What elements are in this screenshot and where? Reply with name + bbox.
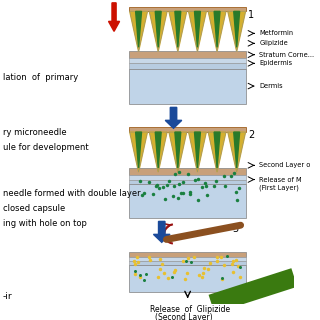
Bar [129,7,246,12]
Polygon shape [130,132,148,172]
Text: Glipizide: Glipizide [260,40,288,46]
Bar [129,168,246,175]
Bar [129,51,246,58]
Text: Stratum Corne...: Stratum Corne... [260,52,315,58]
Text: 3: 3 [232,224,238,234]
Polygon shape [136,12,141,47]
Text: Dermis: Dermis [260,83,283,89]
Bar [129,175,246,180]
Polygon shape [149,132,167,172]
Text: -ir: -ir [3,292,12,301]
Polygon shape [175,132,181,168]
Bar [129,180,246,185]
Text: Release  of  Glipizide: Release of Glipizide [150,305,230,314]
Text: Metformin: Metformin [260,30,293,36]
Bar [129,265,246,292]
Polygon shape [195,12,200,47]
Polygon shape [208,12,226,51]
Text: 2: 2 [248,130,255,140]
Polygon shape [169,132,187,172]
FancyArrow shape [154,221,170,242]
Text: ing with hole on top: ing with hole on top [3,219,87,228]
FancyArrow shape [108,3,120,31]
Polygon shape [214,12,220,47]
Polygon shape [234,132,240,168]
Text: lation  of  primary: lation of primary [3,73,78,82]
Text: Second Layer o: Second Layer o [260,162,311,168]
Text: closed capsule: closed capsule [3,204,65,213]
Polygon shape [188,12,206,51]
Text: ule for development: ule for development [3,143,89,152]
Bar [129,127,246,132]
Bar [129,252,246,257]
Bar [129,185,246,218]
Bar [129,63,246,68]
Polygon shape [228,12,245,51]
Polygon shape [136,132,141,168]
Polygon shape [195,132,200,168]
FancyArrow shape [165,108,182,128]
Bar [129,257,246,261]
Bar [129,68,246,104]
Bar [129,261,246,265]
Polygon shape [130,12,148,51]
Text: Release of M: Release of M [260,177,302,182]
Polygon shape [228,132,245,172]
Text: 1: 1 [248,10,254,20]
Polygon shape [214,132,220,168]
Polygon shape [234,12,240,47]
Polygon shape [149,12,167,51]
Text: ry microneedle: ry microneedle [3,128,67,137]
Polygon shape [169,12,187,51]
Text: (Second Layer): (Second Layer) [155,313,212,320]
Polygon shape [208,132,226,172]
Polygon shape [175,12,181,47]
Text: needle formed with double layer: needle formed with double layer [3,188,140,197]
Polygon shape [155,132,161,168]
Polygon shape [155,12,161,47]
Polygon shape [188,132,206,172]
Text: (First Layer): (First Layer) [260,185,299,191]
Text: Epidermis: Epidermis [260,60,292,66]
Bar [129,58,246,63]
